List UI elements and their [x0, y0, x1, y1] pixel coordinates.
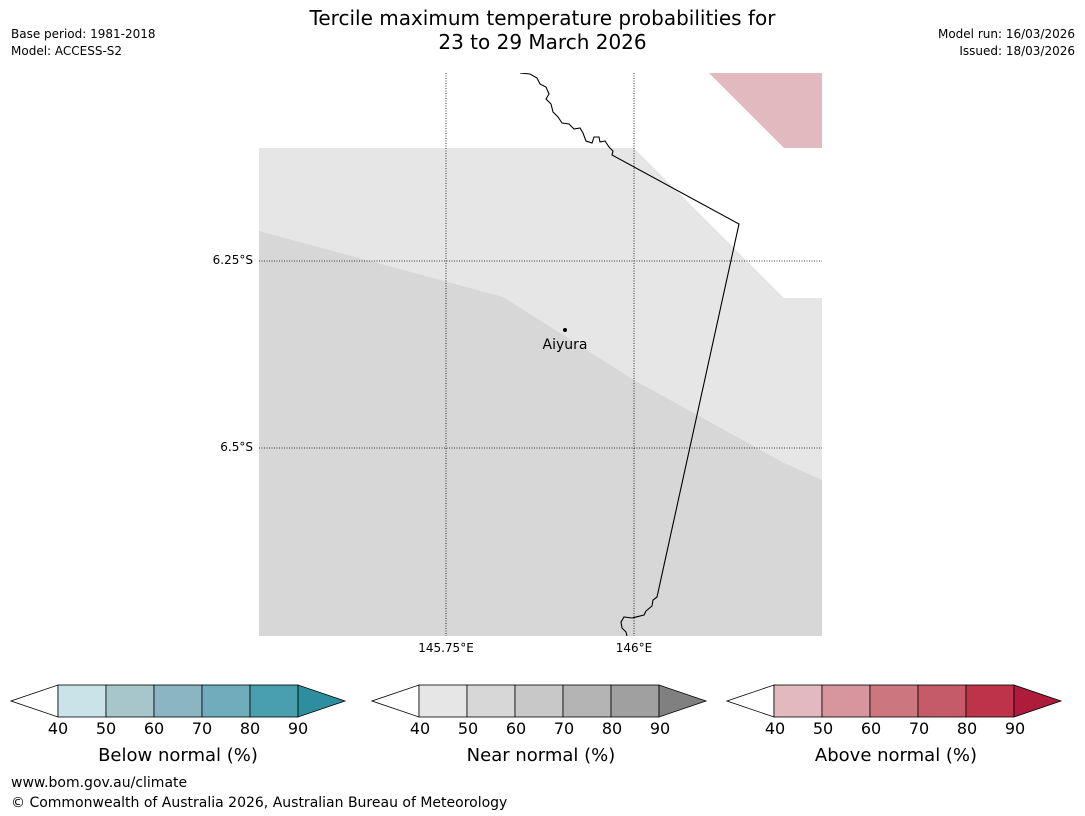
lon-label-145.75: 145.75°E: [418, 641, 474, 655]
issued-text: Issued: 18/03/2026: [959, 44, 1075, 58]
colorbar-near-normal: [370, 684, 711, 724]
map-area: [259, 73, 822, 636]
colorbar-below-normal: [9, 684, 350, 724]
tick-label: 40: [764, 719, 786, 738]
lon-label-146: 146°E: [615, 641, 653, 655]
aiyura-location-marker: [563, 328, 567, 332]
colorbar-above-normal-bar: [725, 684, 1063, 718]
colorbar-near-normal-bar: [370, 684, 708, 718]
map-title: Tercile maximum temperature probabilitie…: [0, 6, 1085, 54]
colorbar-segment: [562, 684, 612, 718]
tick-label: 80: [956, 719, 978, 738]
footer-copyright: © Commonwealth of Australia 2026, Austra…: [11, 795, 508, 811]
coastline-border: [519, 73, 740, 636]
run-info: Model run: 16/03/2026 Issued: 18/03/2026: [938, 26, 1075, 60]
near-normal-50-60-region: [259, 231, 822, 636]
tick-label: 80: [601, 719, 623, 738]
tick-label: 70: [553, 719, 575, 738]
model-run-text: Model run: 16/03/2026: [937, 27, 1075, 41]
tick-label: 90: [287, 719, 309, 738]
colorbar-over-extension: [297, 684, 347, 718]
colorbar-under-extension: [725, 684, 775, 718]
tick-label: 60: [143, 719, 165, 738]
tick-label: 50: [95, 719, 117, 738]
footer-url: www.bom.gov.au/climate: [11, 775, 188, 791]
colorbar-near-ticks: 40 50 60 70 80 90: [371, 719, 711, 739]
tick-label: 90: [649, 719, 671, 738]
colorbar-segment: [965, 684, 1015, 718]
tick-label: 70: [191, 719, 213, 738]
colorbar-above-title: Above normal (%): [814, 745, 978, 766]
colorbar-segment: [869, 684, 919, 718]
tick-label: 50: [812, 719, 834, 738]
colorbar-segment: [201, 684, 251, 718]
model-name-text: Model: ACCESS-S2: [11, 44, 123, 58]
colorbar-segment: [418, 684, 468, 718]
lat-label-6.25: 6.25°S: [212, 253, 253, 267]
colorbar-over-extension: [658, 684, 708, 718]
tick-label: 50: [457, 719, 479, 738]
place-label-aiyura: Aiyura: [542, 337, 588, 353]
colorbar-segment: [105, 684, 155, 718]
colorbar-segment: [514, 684, 564, 718]
colorbar-segment: [249, 684, 299, 718]
colorbar-under-extension: [9, 684, 59, 718]
colorbar-below-ticks: 40 50 60 70 80 90: [10, 719, 350, 739]
tick-label: 40: [409, 719, 431, 738]
map-title-line1: Tercile maximum temperature probabilitie…: [309, 6, 776, 30]
colorbar-segment: [917, 684, 967, 718]
above-normal-40-50-region: [709, 73, 822, 148]
model-info: Base period: 1981-2018 Model: ACCESS-S2: [11, 26, 156, 60]
colorbar-below-normal-bar: [9, 684, 347, 718]
colorbar-over-extension: [1013, 684, 1063, 718]
tick-label: 80: [239, 719, 261, 738]
colorbar-segment: [773, 684, 823, 718]
colorbar-segment: [57, 684, 107, 718]
tick-label: 70: [908, 719, 930, 738]
tick-label: 40: [47, 719, 69, 738]
colorbar-segment: [610, 684, 660, 718]
colorbar-segment: [821, 684, 871, 718]
tick-label: 90: [1004, 719, 1026, 738]
colorbar-above-ticks: 40 50 60 70 80 90: [726, 719, 1066, 739]
base-period-text: Base period: 1981-2018: [11, 27, 156, 41]
lat-label-6.5: 6.5°S: [220, 440, 253, 454]
tick-label: 60: [505, 719, 527, 738]
colorbar-under-extension: [370, 684, 420, 718]
colorbar-segment: [466, 684, 516, 718]
tick-label: 60: [860, 719, 882, 738]
map-title-line2: 23 to 29 March 2026: [438, 30, 647, 54]
colorbar-below-title: Below normal (%): [98, 745, 258, 766]
colorbar-segment: [153, 684, 203, 718]
colorbar-above-normal: [725, 684, 1066, 724]
colorbar-near-title: Near normal (%): [466, 745, 616, 766]
